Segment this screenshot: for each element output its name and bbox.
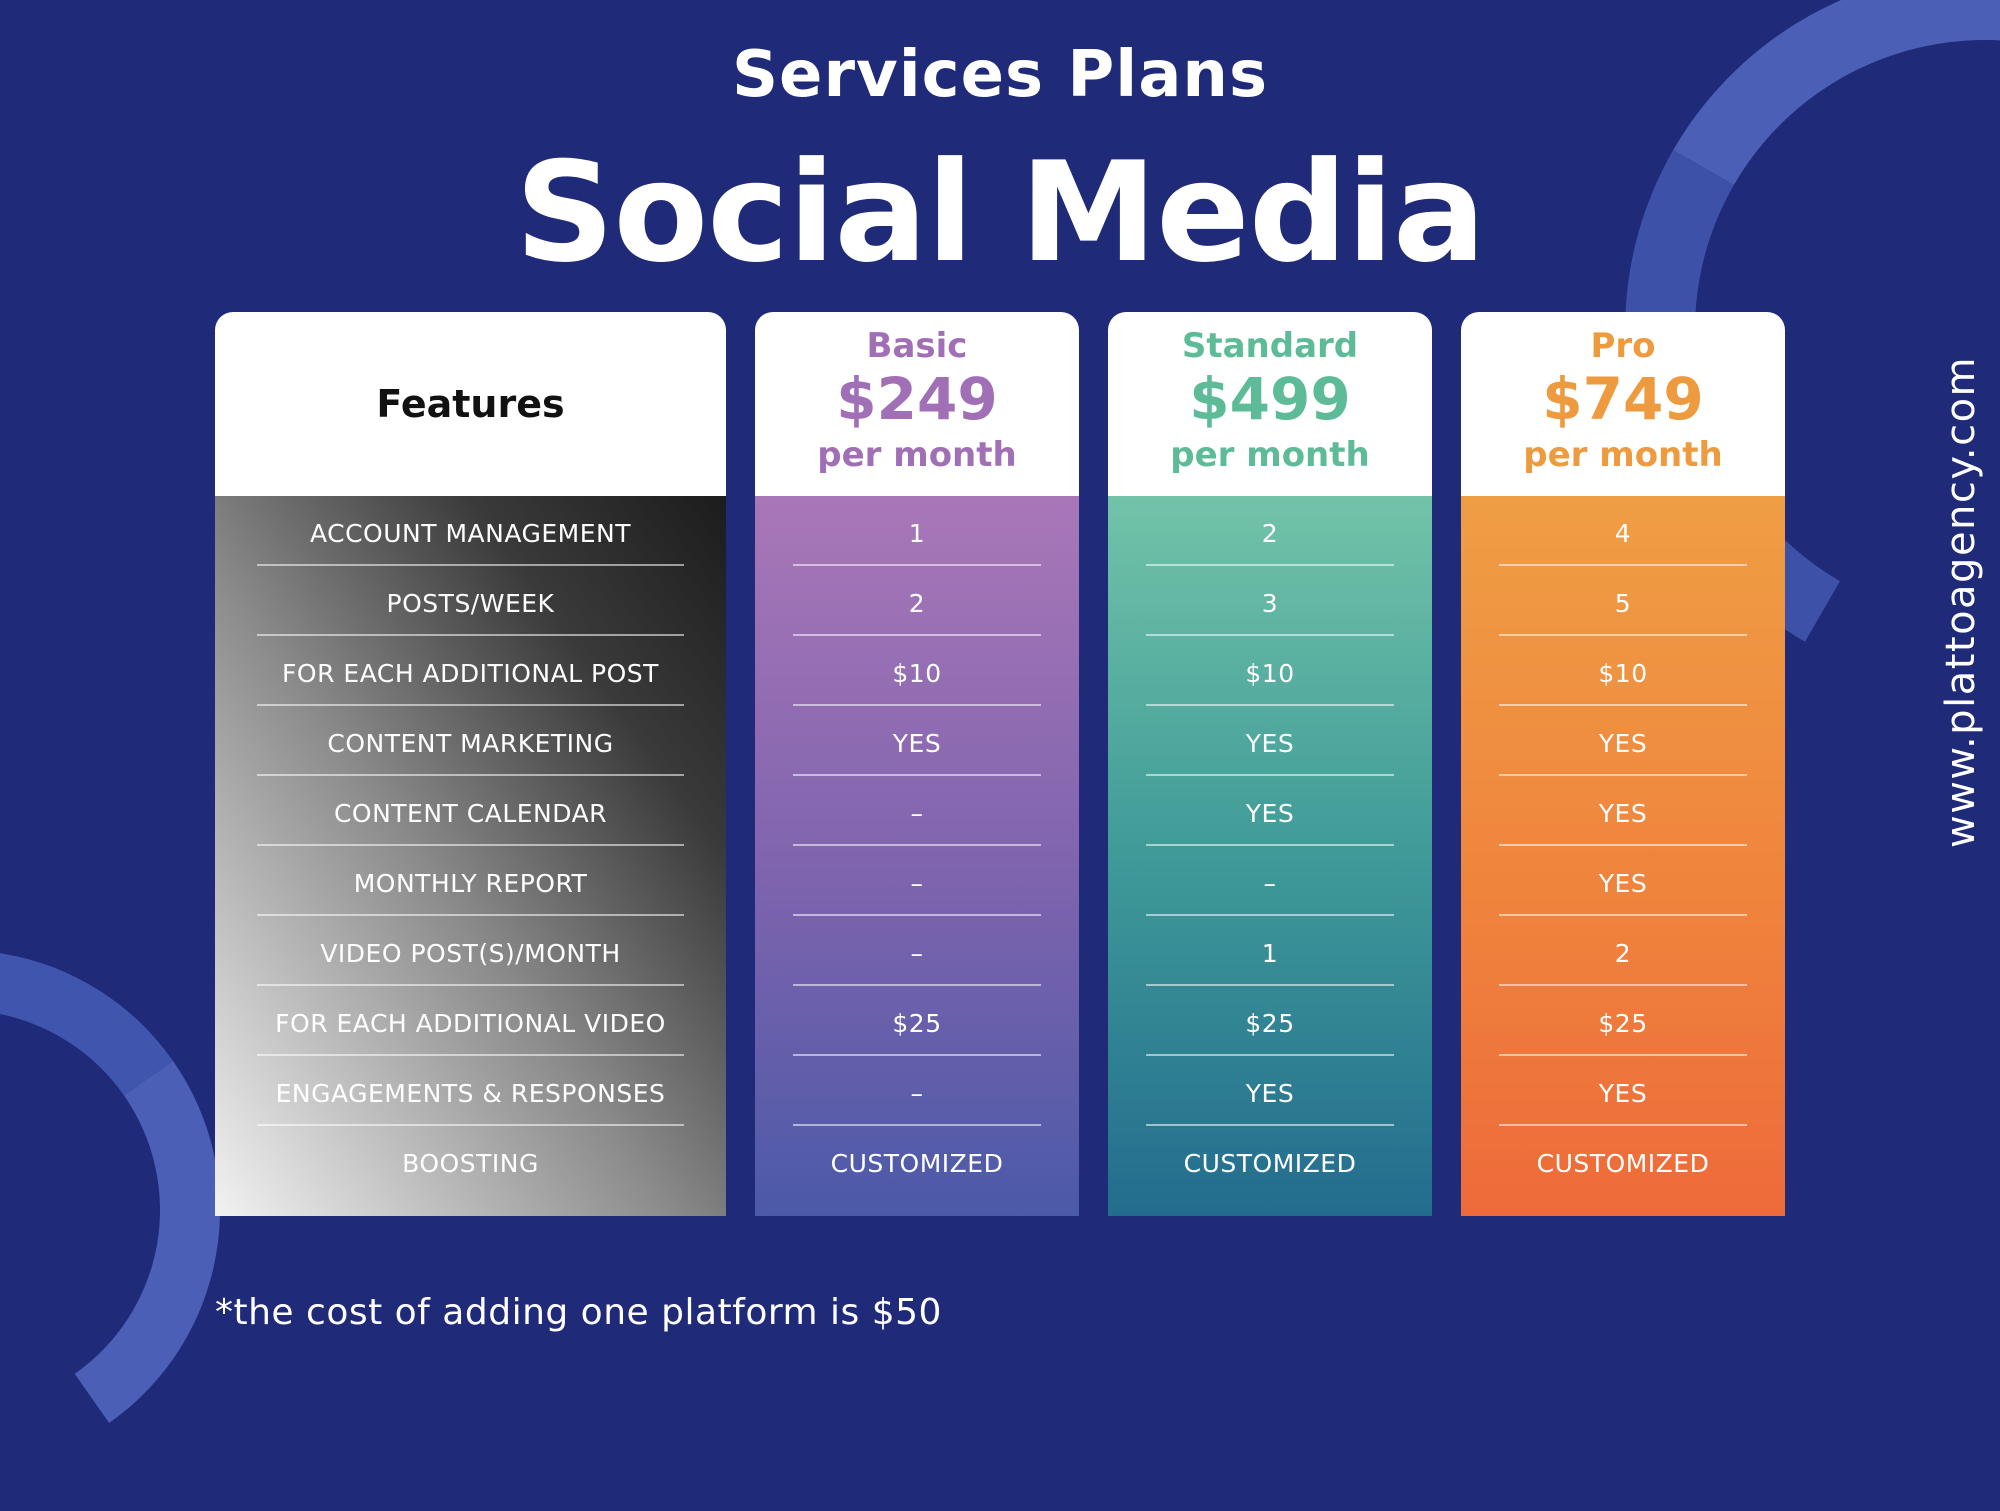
plan-price: $749 <box>1542 365 1704 433</box>
plan-value: 1 <box>793 496 1041 566</box>
plan-body-basic: 1 2 $10 YES – – – $25 – CUSTOMIZED <box>755 496 1079 1216</box>
plan-value: – <box>793 776 1041 846</box>
plan-value: YES <box>1146 776 1394 846</box>
feature-item-posts-week: POSTS/WEEK <box>257 566 684 636</box>
feature-item-content-calendar: CONTENT CALENDAR <box>257 776 684 846</box>
feature-item-monthly-report: MONTHLY REPORT <box>257 846 684 916</box>
website-url: www.plattoagency.com <box>1938 355 1984 848</box>
plan-value: – <box>793 916 1041 986</box>
features-column: Features ACCOUNT MANAGEMENT POSTS/WEEK F… <box>215 312 726 1216</box>
plan-value: CUSTOMIZED <box>830 1149 1004 1178</box>
page-subtitle: Services Plans <box>731 38 1269 112</box>
plan-value: 5 <box>1499 566 1747 636</box>
plan-value: $10 <box>793 636 1041 706</box>
plan-column-pro: Pro $749 per month 4 5 $10 YES YES YES 2… <box>1461 312 1785 1216</box>
footnote: *the cost of adding one platform is $50 <box>215 1292 942 1333</box>
plan-value: YES <box>1146 1056 1394 1126</box>
feature-item-additional-post: FOR EACH ADDITIONAL POST <box>257 636 684 706</box>
plan-name: Basic <box>866 326 968 366</box>
plan-value: YES <box>793 706 1041 776</box>
plan-value: YES <box>1499 776 1747 846</box>
plan-value: 2 <box>793 566 1041 636</box>
plan-value: YES <box>1499 846 1747 916</box>
features-label: Features <box>376 382 565 426</box>
plan-body-standard: 2 3 $10 YES YES – 1 $25 YES CUSTOMIZED <box>1108 496 1432 1216</box>
plan-value: 2 <box>1146 496 1394 566</box>
plan-price: $249 <box>836 365 998 433</box>
plan-value: CUSTOMIZED <box>1183 1149 1357 1178</box>
plan-value: 4 <box>1499 496 1747 566</box>
feature-item-video-posts: VIDEO POST(S)/MONTH <box>257 916 684 986</box>
feature-item-boosting: BOOSTING <box>402 1149 539 1178</box>
features-header: Features <box>215 312 726 496</box>
plan-value: CUSTOMIZED <box>1536 1149 1710 1178</box>
plan-value: 2 <box>1499 916 1747 986</box>
plan-value: – <box>1146 846 1394 916</box>
features-body: ACCOUNT MANAGEMENT POSTS/WEEK FOR EACH A… <box>215 496 726 1216</box>
plan-value: $10 <box>1499 636 1747 706</box>
plan-value: 3 <box>1146 566 1394 636</box>
feature-item-content-marketing: CONTENT MARKETING <box>257 706 684 776</box>
plan-value: YES <box>1499 1056 1747 1126</box>
plan-value: – <box>793 1056 1041 1126</box>
plan-value: – <box>793 846 1041 916</box>
feature-item-engagements: ENGAGEMENTS & RESPONSES <box>257 1056 684 1126</box>
plan-header-standard: Standard $499 per month <box>1108 312 1432 496</box>
plan-value: YES <box>1146 706 1394 776</box>
plan-period: per month <box>1170 435 1370 475</box>
plan-name: Pro <box>1590 326 1656 366</box>
plan-value: $25 <box>1146 986 1394 1056</box>
plan-price: $499 <box>1189 365 1351 433</box>
page-title: Social Media <box>515 132 1486 293</box>
plan-value: $10 <box>1146 636 1394 706</box>
feature-item-account-management: ACCOUNT MANAGEMENT <box>257 496 684 566</box>
plan-value: $25 <box>793 986 1041 1056</box>
plan-header-pro: Pro $749 per month <box>1461 312 1785 496</box>
plan-header-basic: Basic $249 per month <box>755 312 1079 496</box>
plan-value: YES <box>1499 706 1747 776</box>
plan-value: 1 <box>1146 916 1394 986</box>
plan-body-pro: 4 5 $10 YES YES YES 2 $25 YES CUSTOMIZED <box>1461 496 1785 1216</box>
plan-value: $25 <box>1499 986 1747 1056</box>
plan-period: per month <box>1523 435 1723 475</box>
feature-item-additional-video: FOR EACH ADDITIONAL VIDEO <box>257 986 684 1056</box>
plan-column-basic: Basic $249 per month 1 2 $10 YES – – – $… <box>755 312 1079 1216</box>
plan-period: per month <box>817 435 1017 475</box>
plan-column-standard: Standard $499 per month 2 3 $10 YES YES … <box>1108 312 1432 1216</box>
plan-name: Standard <box>1181 326 1359 366</box>
